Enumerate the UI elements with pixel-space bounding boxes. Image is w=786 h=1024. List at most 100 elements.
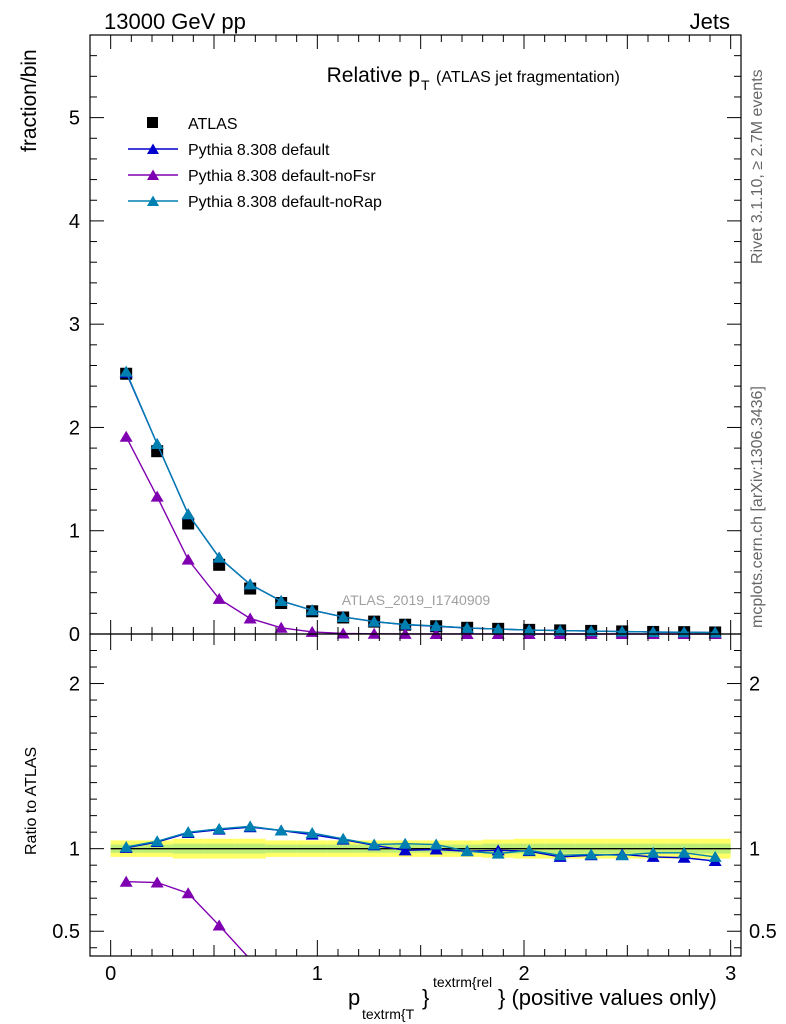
norap-data-point xyxy=(243,578,257,590)
ratio-x-tick-label: 1 xyxy=(312,963,323,985)
ratio-norap-data-point xyxy=(522,844,536,856)
ratio-norap-data-point xyxy=(398,837,412,849)
ratio-norap-data-point xyxy=(150,835,164,847)
norap-data-point xyxy=(584,625,598,637)
norap-data-point xyxy=(181,508,195,520)
legend-label-default: Pythia 8.308 default xyxy=(188,142,330,159)
legend-marker-default xyxy=(147,143,159,154)
ratio-y-tick-label-right: 1 xyxy=(749,839,760,861)
ratio-nofsr-data-point xyxy=(150,876,164,888)
ratio-nofsr-data-point xyxy=(212,919,226,931)
legend-label-atlas: ATLAS xyxy=(188,116,238,133)
legend: ATLAS Pythia 8.308 default Pythia 8.308 … xyxy=(128,116,382,211)
x-axis-label-main: p xyxy=(348,985,360,1010)
norap-data-point xyxy=(491,623,505,635)
ratio-norap-data-point xyxy=(336,832,350,844)
norap-data-point xyxy=(336,610,350,622)
ratio-plot-frame xyxy=(89,633,742,957)
rivet-version-label: Rivet 3.1.10, ≥ 2.7M events xyxy=(749,69,766,264)
norap-data-point xyxy=(274,594,288,606)
nofsr-data-point xyxy=(119,430,133,442)
nofsr-data-point xyxy=(398,627,412,639)
main-plot-panel: Relative p T (ATLAS jet fragmentation) f… xyxy=(18,34,742,646)
ratio-norap-data-point xyxy=(119,841,133,853)
norap-data-point xyxy=(460,621,474,633)
norap-data-point xyxy=(119,365,133,377)
ratio-norap-data-point xyxy=(584,848,598,860)
legend-marker-norap xyxy=(147,195,159,206)
legend-marker-atlas xyxy=(147,117,158,128)
ratio-norap-data-point xyxy=(491,847,505,859)
ratio-y-tick-label: 2 xyxy=(69,674,80,696)
ratio-norap-data-point xyxy=(274,824,288,836)
ratio-norap-data-point xyxy=(429,838,443,850)
mcplots-label: mcplots.cern.ch [arXiv:1306.3436] xyxy=(749,386,766,628)
norap-data-point xyxy=(212,551,226,563)
legend-label-nofsr: Pythia 8.308 default-noFsr xyxy=(188,168,376,185)
header-left-label: 13000 GeV pp xyxy=(104,9,246,34)
ratio-norap-data-point xyxy=(553,849,567,861)
ratio-norap-data-point xyxy=(646,846,660,858)
x-axis-label-superscript: textrm{rel xyxy=(433,974,492,990)
legend-entry-atlas: ATLAS xyxy=(147,116,238,133)
legend-entry-default: Pythia 8.308 default xyxy=(128,142,330,159)
ratio-x-tick-label: 3 xyxy=(725,963,736,985)
ratio-y-tick-label-right: 0.5 xyxy=(749,921,777,943)
ratio-y-tick-label-right: 2 xyxy=(749,674,760,696)
norap-data-point xyxy=(150,437,164,449)
norap-data-point xyxy=(398,618,412,630)
header-right-label: Jets xyxy=(690,9,730,34)
main-title-subscript: T xyxy=(421,77,430,93)
ratio-norap-data-point xyxy=(708,850,722,862)
x-axis-label: p textrm{T } textrm{rel } (positive valu… xyxy=(348,974,717,1022)
ratio-default-data-point xyxy=(398,844,412,856)
analysis-watermark: ATLAS_2019_I1740909 xyxy=(342,592,491,608)
ratio-nofsr-data-point xyxy=(181,887,195,899)
ratio-plot-panel: Ratio to ATLAS 0.5 0.5 1 1 2 2 0 1 2 3 p textrm{T… xyxy=(23,633,777,1022)
atlas-data-point xyxy=(182,517,195,530)
nofsr-data-point xyxy=(367,627,381,639)
ratio-norap-data-point xyxy=(212,822,226,834)
legend-entry-norap: Pythia 8.308 default-noRap xyxy=(128,194,382,211)
nofsr-data-point xyxy=(150,490,164,502)
main-title-extra: (ATLAS jet fragmentation) xyxy=(436,69,620,86)
main-y-tick-label: 5 xyxy=(69,108,80,130)
ratio-nofsr-data-point xyxy=(119,875,133,887)
ratio-norap-line xyxy=(126,825,716,858)
ratio-y-tick-label: 0.5 xyxy=(52,921,80,943)
norap-data-point xyxy=(522,624,536,636)
main-y-axis-label: fraction/bin xyxy=(18,49,41,152)
legend-label-norap: Pythia 8.308 default-noRap xyxy=(188,194,382,211)
ratio-x-tick-label: 0 xyxy=(105,963,116,985)
main-title: Relative p xyxy=(327,64,420,87)
x-axis-label-brace: } xyxy=(422,985,429,1010)
norap-data-point xyxy=(305,604,319,616)
nofsr-data-point xyxy=(274,621,288,633)
nofsr-data-point xyxy=(181,553,195,565)
legend-marker-nofsr xyxy=(147,169,159,180)
main-y-tick-label: 2 xyxy=(69,417,80,439)
main-y-tick-label: 0 xyxy=(69,624,80,646)
nofsr-data-point xyxy=(336,627,350,639)
norap-data-point xyxy=(367,615,381,627)
ratio-y-tick-label: 1 xyxy=(69,839,80,861)
ratio-norap-data-point xyxy=(181,826,195,838)
nofsr-data-point xyxy=(212,592,226,604)
ratio-norap-data-point xyxy=(367,838,381,850)
ratio-norap-data-point xyxy=(677,846,691,858)
ratio-x-tick-label: 2 xyxy=(518,963,529,985)
x-axis-label-subscript: textrm{T xyxy=(362,1006,415,1022)
ratio-norap-data-point xyxy=(460,845,474,857)
main-y-tick-label: 4 xyxy=(69,211,80,233)
norap-data-point xyxy=(708,626,722,638)
norap-data-point xyxy=(429,619,443,631)
ratio-norap-data-point xyxy=(615,849,629,861)
main-y-tick-label: 3 xyxy=(69,314,80,336)
x-axis-label-rest: } (positive values only) xyxy=(498,985,717,1010)
norap-data-point xyxy=(553,624,567,636)
legend-entry-nofsr: Pythia 8.308 default-noFsr xyxy=(128,168,376,185)
ratio-norap-data-point xyxy=(243,820,257,832)
nofsr-data-point xyxy=(243,612,257,624)
ratio-y-axis-label: Ratio to ATLAS xyxy=(23,747,40,855)
